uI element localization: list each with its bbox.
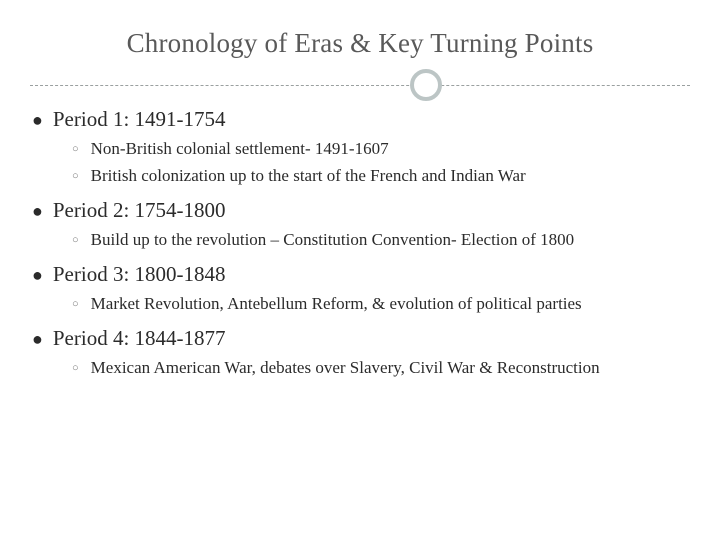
period-3-items: ○ Market Revolution, Antebellum Reform, … <box>32 293 690 316</box>
period-3-head: ● Period 3: 1800-1848 <box>32 262 690 287</box>
list-item: ○ Build up to the revolution – Constitut… <box>72 229 690 252</box>
slide: Chronology of Eras & Key Turning Points … <box>0 0 720 540</box>
period-4-label: Period 4: 1844-1877 <box>53 326 226 351</box>
period-3-label: Period 3: 1800-1848 <box>53 262 226 287</box>
sub-bullet-icon: ○ <box>72 363 79 374</box>
dashed-line <box>30 85 690 86</box>
period-2-label: Period 2: 1754-1800 <box>53 198 226 223</box>
bullet-icon: ● <box>32 202 43 220</box>
sub-bullet-icon: ○ <box>72 235 79 246</box>
content: ● Period 1: 1491-1754 ○ Non-British colo… <box>30 107 690 380</box>
period-3: ● Period 3: 1800-1848 ○ Market Revolutio… <box>32 262 690 316</box>
period-1-head: ● Period 1: 1491-1754 <box>32 107 690 132</box>
period-1-items: ○ Non-British colonial settlement- 1491-… <box>32 138 690 188</box>
divider-row <box>30 67 690 103</box>
period-1-item-1: British colonization up to the start of … <box>91 165 690 188</box>
list-item: ○ Mexican American War, debates over Sla… <box>72 357 690 380</box>
period-3-item-0: Market Revolution, Antebellum Reform, & … <box>91 293 690 316</box>
bullet-icon: ● <box>32 330 43 348</box>
period-1-item-0: Non-British colonial settlement- 1491-16… <box>91 138 690 161</box>
period-4-item-0: Mexican American War, debates over Slave… <box>91 357 690 380</box>
period-2-item-0: Build up to the revolution – Constitutio… <box>91 229 690 252</box>
period-2-head: ● Period 2: 1754-1800 <box>32 198 690 223</box>
period-2: ● Period 2: 1754-1800 ○ Build up to the … <box>32 198 690 252</box>
list-item: ○ Non-British colonial settlement- 1491-… <box>72 138 690 161</box>
page-title: Chronology of Eras & Key Turning Points <box>30 28 690 59</box>
sub-bullet-icon: ○ <box>72 144 79 155</box>
period-4-head: ● Period 4: 1844-1877 <box>32 326 690 351</box>
bullet-icon: ● <box>32 111 43 129</box>
list-item: ○ British colonization up to the start o… <box>72 165 690 188</box>
period-1-label: Period 1: 1491-1754 <box>53 107 226 132</box>
period-4: ● Period 4: 1844-1877 ○ Mexican American… <box>32 326 690 380</box>
ring-icon <box>410 69 442 101</box>
period-4-items: ○ Mexican American War, debates over Sla… <box>32 357 690 380</box>
sub-bullet-icon: ○ <box>72 299 79 310</box>
list-item: ○ Market Revolution, Antebellum Reform, … <box>72 293 690 316</box>
bullet-icon: ● <box>32 266 43 284</box>
period-2-items: ○ Build up to the revolution – Constitut… <box>32 229 690 252</box>
title-wrap: Chronology of Eras & Key Turning Points <box>30 28 690 59</box>
period-1: ● Period 1: 1491-1754 ○ Non-British colo… <box>32 107 690 188</box>
sub-bullet-icon: ○ <box>72 171 79 182</box>
